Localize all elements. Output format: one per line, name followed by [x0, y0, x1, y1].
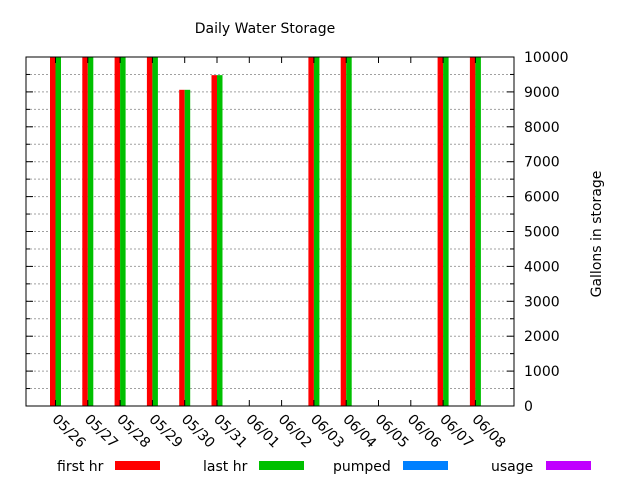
x-tick-label: 05/28 — [113, 412, 153, 452]
y-tick-labels: 0 1000 2000 3000 4000 5000 6000 7000 8000 9000 100… — [524, 50, 569, 415]
x-tick-label: 05/27 — [81, 412, 121, 452]
x-tick-label: 06/04 — [339, 412, 379, 452]
bar-first-hr-06-08 — [469, 57, 476, 406]
y-tick-label: 7000 — [524, 155, 560, 171]
bar-last-hr-05-29 — [152, 57, 158, 406]
y-tick-label: 6000 — [524, 190, 560, 206]
x-tick-label: 06/07 — [436, 412, 476, 452]
bar-last-hr-05-28 — [120, 57, 126, 406]
legend-label: first hr — [57, 459, 104, 475]
x-tick-label: 05/26 — [49, 412, 89, 452]
bar-last-hr-06-03 — [313, 57, 320, 406]
x-tick-label: 06/08 — [469, 412, 509, 452]
bar-last-hr-05-31 — [217, 75, 223, 406]
bar-first-hr-05-27 — [82, 57, 88, 406]
bar-last-hr-05-26 — [55, 57, 61, 406]
bar-first-hr-06-07 — [437, 57, 444, 406]
bar-first-hr-06-04 — [340, 57, 347, 406]
legend: first hr last hr pumped usage — [57, 459, 591, 475]
x-tick-label: 05/30 — [178, 412, 218, 452]
legend-swatch — [403, 461, 448, 470]
bar-first-hr-05-28 — [114, 57, 121, 406]
y-tick-label: 8000 — [524, 120, 560, 136]
bar-first-hr-06-03 — [308, 57, 314, 406]
x-tick-label: 06/06 — [404, 412, 444, 452]
legend-swatch — [259, 461, 304, 470]
bar-first-hr-05-31 — [211, 75, 217, 406]
y-tick-label: 5000 — [524, 225, 560, 241]
x-tick-label: 05/29 — [146, 412, 186, 452]
x-tick-label: 06/05 — [372, 412, 412, 452]
x-tick-label: 06/01 — [242, 412, 282, 452]
legend-label: last hr — [203, 459, 248, 475]
bar-last-hr-06-07 — [443, 57, 449, 406]
y-tick-label: 9000 — [524, 85, 560, 101]
legend-label: pumped — [333, 459, 391, 475]
bar-last-hr-05-27 — [87, 57, 94, 406]
bars — [50, 57, 481, 406]
chart-title: Daily Water Storage — [195, 21, 336, 37]
bar-last-hr-05-30 — [184, 89, 191, 406]
bar-first-hr-05-30 — [179, 89, 185, 406]
y-tick-label: 4000 — [524, 259, 560, 275]
bar-first-hr-05-26 — [50, 57, 56, 406]
axes — [25, 56, 515, 407]
bar-last-hr-06-04 — [346, 57, 352, 406]
y-tick-label: 3000 — [524, 294, 560, 310]
y-tick-label: 2000 — [524, 329, 560, 345]
y-axis-label: Gallons in storage — [589, 171, 605, 298]
bar-first-hr-05-29 — [146, 57, 153, 406]
legend-swatch — [115, 461, 160, 470]
grid — [26, 73, 514, 390]
y-tick-label: 1000 — [524, 364, 560, 380]
x-tick-label: 06/03 — [307, 412, 347, 452]
y-tick-label: 10000 — [524, 50, 569, 66]
x-tick-label: 06/02 — [275, 412, 315, 452]
x-tick-labels: 05/2605/2705/2805/2905/3005/3106/0106/02… — [49, 412, 509, 452]
x-tick-label: 05/31 — [210, 412, 250, 452]
legend-label: usage — [491, 459, 533, 475]
legend-swatch — [546, 461, 591, 470]
y-tick-label: 0 — [524, 399, 533, 415]
bar-last-hr-06-08 — [475, 57, 481, 406]
